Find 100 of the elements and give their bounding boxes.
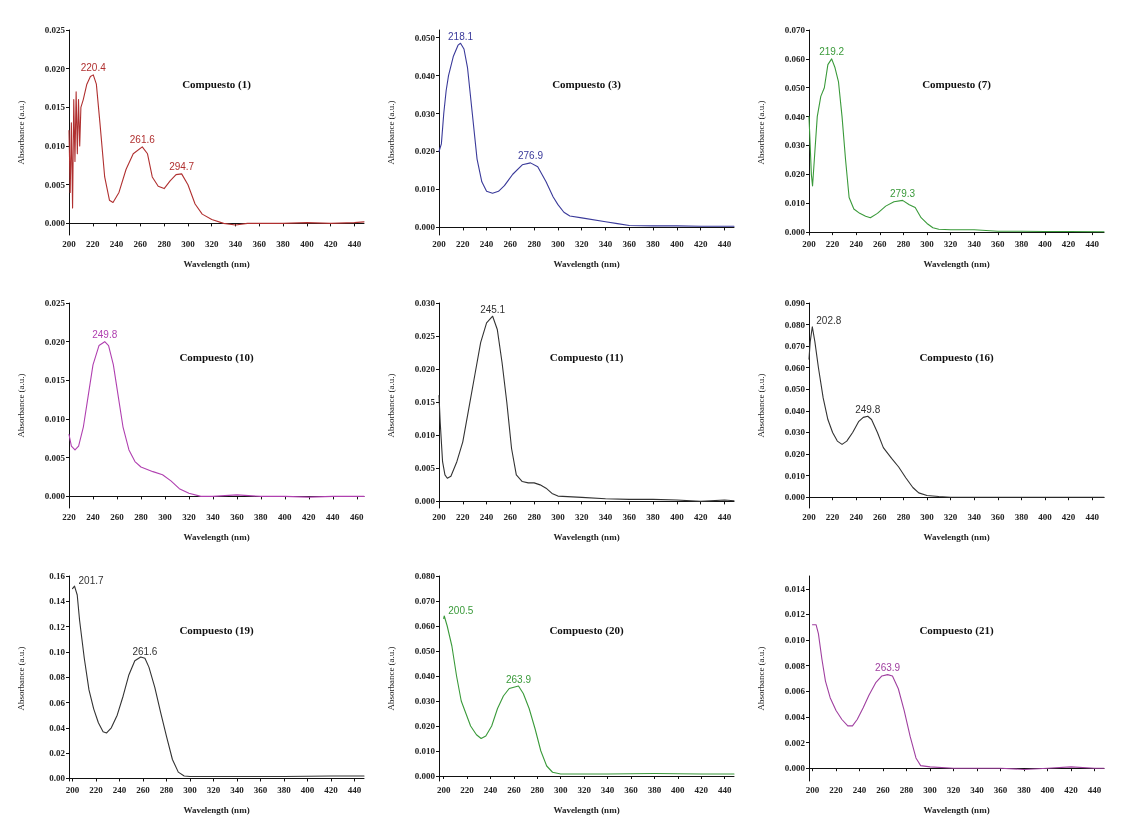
x-tick-label: 300 (551, 511, 566, 522)
x-tick-label: 420 (694, 784, 709, 795)
x-tick-label: 240 (849, 238, 864, 249)
y-tick-label: 0.000 (414, 222, 436, 233)
y-tick-label: 0.008 (784, 660, 806, 671)
text: Compuesto (10) (179, 351, 254, 365)
x-tick-label: 260 (136, 784, 151, 795)
annotation: 276.9 (517, 150, 544, 162)
x-tick-label: 460 (350, 511, 365, 522)
y-tick-label: 0.060 (414, 621, 436, 631)
y-tick-label: 0.030 (414, 298, 436, 308)
x-tick-label: 300 (554, 784, 568, 795)
x-tick-label: 280 (527, 511, 542, 522)
x-tick-label: 440 (326, 511, 341, 522)
x-tick-label: 300 (551, 238, 566, 249)
x-tick-label: 440 (347, 238, 362, 249)
y-tick-label: 0.012 (784, 609, 806, 620)
x-tick-label: 360 (622, 511, 637, 522)
x-tick-label: 220 (456, 511, 471, 522)
x-tick-label: 320 (206, 784, 221, 795)
annotation: 263.9 (505, 673, 532, 685)
y-tick-label: 0.015 (44, 102, 66, 113)
y-tick-label: 0.040 (784, 111, 806, 122)
x-tick-label: 340 (967, 511, 982, 522)
y-tick-label: 0.070 (784, 25, 806, 35)
x-tick-label: 440 (717, 784, 732, 795)
line-series (438, 42, 735, 227)
x-tick-label: 360 (991, 238, 1006, 249)
y-tick-label: 0.16 (49, 571, 66, 581)
x-tick-label: 200 (432, 238, 447, 249)
x-tick-label: 260 (133, 238, 148, 249)
y-tick-label: 0.002 (784, 737, 806, 748)
x-tick-label: 420 (1061, 511, 1076, 522)
y-tick-label: 0.040 (414, 671, 436, 681)
x-tick-label: 320 (182, 511, 197, 522)
x-axis-title: Wavelength (nm) (183, 531, 250, 542)
text: Compuesto (19) (179, 624, 254, 638)
y-tick-label: 0.040 (414, 70, 436, 81)
text: Compuesto (11) (549, 351, 624, 365)
y-tick-label: 0.000 (784, 492, 806, 503)
y-axis-title: Absorbance (a.u.) (15, 373, 26, 438)
y-tick-label: 0.014 (784, 583, 806, 594)
y-axis-title: Absorbance (a.u.) (385, 373, 396, 438)
text: Compuesto (7) (922, 78, 992, 92)
x-axis-title: Wavelength (nm) (923, 258, 990, 269)
y-tick-label: 0.060 (784, 53, 806, 64)
x-tick-label: 440 (1085, 511, 1100, 522)
y-tick-label: 0.000 (44, 491, 66, 502)
y-tick-label: 0.025 (44, 25, 66, 35)
x-tick-label: 340 (598, 238, 613, 249)
x-tick-label: 220 (89, 784, 104, 795)
x-tick-label: 260 (110, 511, 125, 522)
x-tick-label: 240 (479, 511, 494, 522)
text: Compuesto (20) (549, 624, 624, 638)
y-tick-label: 0.080 (414, 571, 436, 581)
text: Compuesto (16) (919, 351, 994, 365)
x-tick-label: 360 (230, 511, 245, 522)
y-tick-label: 0.050 (414, 32, 436, 43)
x-tick-label: 240 (112, 784, 127, 795)
x-tick-label: 200 (432, 511, 447, 522)
x-tick-label: 260 (503, 238, 518, 249)
x-tick-label: 300 (183, 784, 198, 795)
y-tick-label: 0.005 (44, 452, 66, 463)
y-tick-label: 0.070 (414, 596, 436, 606)
x-tick-label: 260 (873, 238, 888, 249)
annotation: 202.8 (816, 315, 842, 327)
x-tick-label: 240 (852, 784, 867, 795)
y-axis-title: Absorbance (a.u.) (755, 100, 766, 165)
x-tick-label: 200 (65, 784, 80, 795)
x-tick-label: 440 (347, 784, 362, 795)
x-tick-label: 400 (671, 784, 686, 795)
x-tick-label: 320 (574, 511, 589, 522)
annotation: 245.1 (480, 303, 506, 315)
y-tick-label: 0.000 (784, 763, 806, 774)
x-tick-label: 380 (647, 784, 662, 795)
y-axis-title: Absorbance (a.u.) (15, 646, 26, 711)
y-tick-label: 0.00 (49, 773, 66, 784)
x-tick-label: 220 (460, 784, 475, 795)
x-tick-label: 300 (920, 238, 935, 249)
y-tick-label: 0.005 (414, 463, 436, 474)
y-axis-title: Absorbance (a.u.) (755, 373, 766, 438)
x-tick-label: 360 (624, 784, 639, 795)
x-tick-label: 240 (483, 784, 498, 795)
annotation: 294.7 (169, 161, 195, 173)
text: Compuesto (3) (552, 78, 622, 92)
y-tick-label: 0.040 (784, 405, 806, 416)
x-tick-label: 220 (829, 784, 844, 795)
x-tick-label: 440 (1087, 784, 1102, 795)
y-tick-label: 0.02 (49, 748, 66, 759)
annotation: 261.6 (129, 134, 156, 146)
line-series (438, 315, 735, 502)
x-tick-label: 300 (920, 511, 935, 522)
annotation: 279.3 (890, 187, 916, 199)
y-tick-label: 0.000 (784, 227, 806, 238)
x-tick-label: 280 (157, 238, 172, 249)
x-tick-label: 420 (324, 784, 339, 795)
y-axis-title: Absorbance (a.u.) (385, 100, 396, 165)
x-tick-label: 320 (574, 238, 589, 249)
x-tick-label: 320 (943, 511, 958, 522)
y-tick-label: 0.010 (784, 198, 806, 209)
